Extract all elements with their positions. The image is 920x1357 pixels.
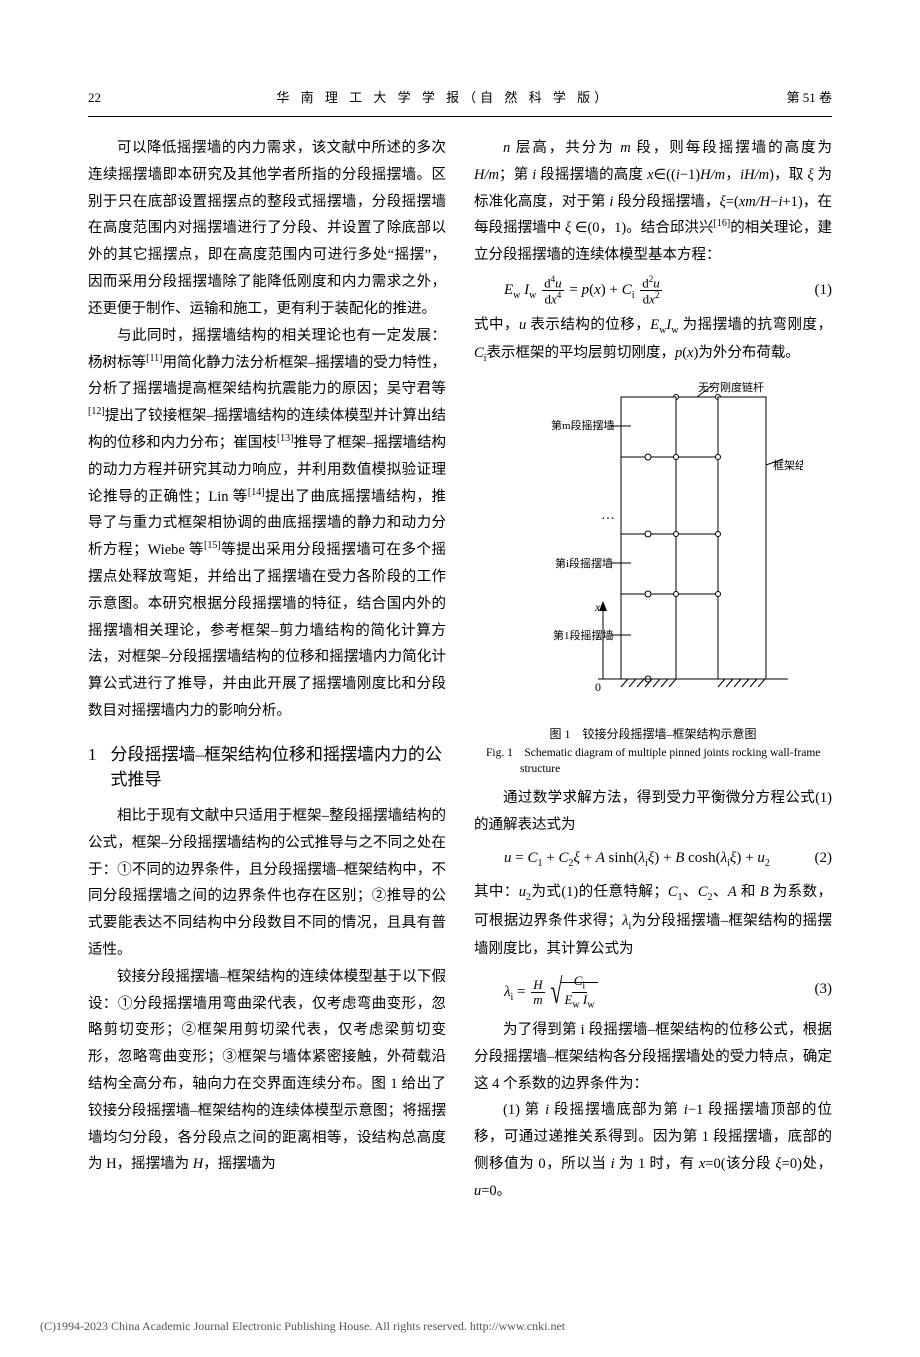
volume-label: 第 51 卷	[786, 86, 832, 110]
axis-x-label: x	[594, 600, 601, 614]
para-r1: n 层高，共分为 m 段，则每段摇摆墙的高度为 H/m；第 i 段摇摆墙的高度 …	[474, 135, 832, 269]
para-s1-1: 相比于现有文献中只适用于框架–整段摇摆墙结构的公式，框架–分段摇摆墙结构的公式推…	[88, 803, 446, 964]
fig1-caption-cn: 图 1 铰接分段摇摆墙–框架结构示意图	[474, 723, 832, 745]
eq2-number: (2)	[815, 845, 833, 873]
ref-11: [11]	[146, 353, 162, 364]
running-header: 22 华 南 理 工 大 学 学 报（自 然 科 学 版） 第 51 卷	[88, 86, 832, 117]
para-r3: 通过数学求解方法，得到受力平衡微分方程公式(1)的通解表达式为	[474, 785, 832, 839]
fig1-caption-en: Fig. 1 Schematic diagram of multiple pin…	[508, 745, 832, 777]
label-seg-1: 第1段摇摆墙	[553, 628, 614, 642]
ref-15: [15]	[204, 540, 221, 551]
equation-2: u = C1 + C2ξ + A sinh(λiξ) + B cosh(λiξ)…	[504, 845, 832, 874]
label-frame: 框架结构	[773, 458, 803, 472]
para-intro-1: 可以降低摇摆墙的内力需求，该文献中所述的多次连续摇摆墙即本研究及其他学者所指的分…	[88, 135, 446, 323]
axis-origin: 0	[595, 680, 601, 694]
para-r2: 式中，u 表示结构的位移，EwIw 为摇摆墙的抗弯刚度，Ci表示框架的平均层剪切…	[474, 312, 832, 369]
right-column: n 层高，共分为 m 段，则每段摇摆墙的高度为 H/m；第 i 段摇摆墙的高度 …	[474, 135, 832, 1205]
label-top-link: 无穷刚度链杆	[698, 380, 764, 394]
para-r5: 为了得到第 i 段摇摆墙–框架结构的位移公式，根据分段摇摆墙–框架结构各分段摇摆…	[474, 1017, 832, 1097]
ref-16: [16]	[714, 219, 731, 230]
label-seg-m: 第m段摇摆墙	[551, 418, 615, 432]
journal-title: 华 南 理 工 大 学 学 报（自 然 科 学 版）	[276, 86, 611, 110]
equation-3: λi = Hm √CiEw Iw (3)	[504, 969, 832, 1011]
ref-13: [13]	[277, 433, 294, 444]
para-r4: 其中：u2为式(1)的任意特解；C1、C2、A 和 B 为系数，可根据边界条件求…	[474, 879, 832, 963]
section-1-title: 1 分段摇摆墙–框架结构位移和摇摆墙内力的公式推导	[88, 739, 446, 793]
equation-1: Ew Iw d4udx4 = p(x) + Ci d2udx2 (1)	[504, 275, 832, 306]
para-s1-2: 铰接分段摇摆墙–框架结构的连续体模型基于以下假设：①分段摇摆墙用弯曲梁代表，仅考…	[88, 964, 446, 1179]
page-number: 22	[88, 86, 101, 110]
page-footer: (C)1994-2023 China Academic Journal Elec…	[0, 1305, 920, 1357]
label-seg-i: 第i段摇摆墙	[555, 556, 613, 570]
figure-1-svg: 无穷刚度链杆	[503, 379, 803, 709]
ref-12: [12]	[88, 406, 105, 417]
para-intro-2: 与此同时，摇摆墙结构的相关理论也有一定发展：杨树标等[11]用简化静力法分析框架…	[88, 323, 446, 725]
eq3-number: (3)	[815, 976, 833, 1004]
para-r6: (1) 第 i 段摇摆墙底部为第 i−1 段摇摆墙顶部的位移，可通过递推关系得到…	[474, 1097, 832, 1204]
eq1-number: (1)	[815, 277, 833, 305]
ref-14: [14]	[248, 487, 265, 498]
section-text: 分段摇摆墙–框架结构位移和摇摆墙内力的公式推导	[111, 742, 447, 793]
figure-1: 无穷刚度链杆	[474, 379, 832, 777]
label-dots-1: …	[601, 508, 615, 523]
left-column: 可以降低摇摆墙的内力需求，该文献中所述的多次连续摇摆墙即本研究及其他学者所指的分…	[88, 135, 446, 1205]
section-number: 1	[88, 739, 97, 770]
